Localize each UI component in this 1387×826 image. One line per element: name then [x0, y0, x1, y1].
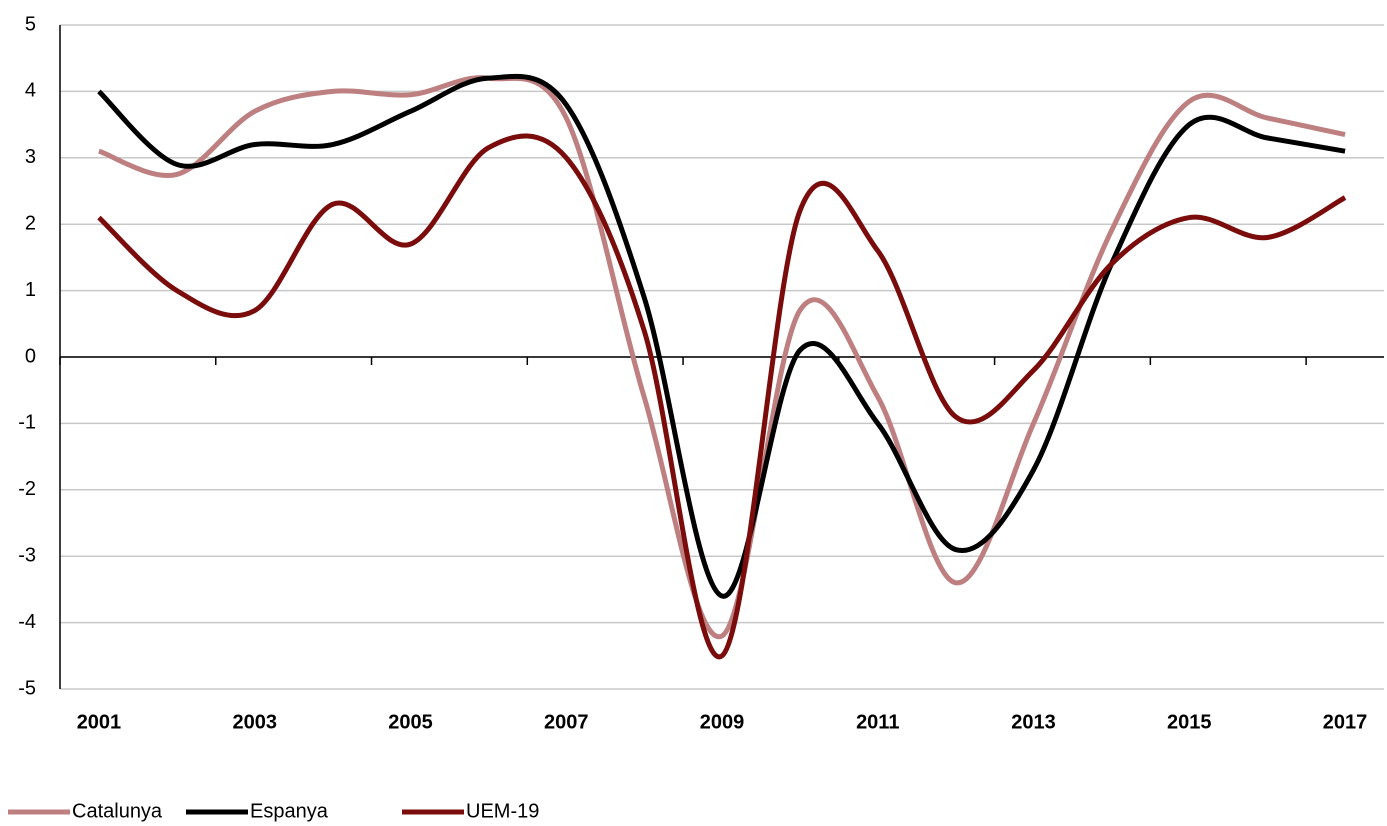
x-tick-label: 2011 — [856, 711, 899, 733]
y-tick-label: -4 — [18, 611, 36, 633]
x-tick-label: 2003 — [232, 711, 277, 733]
x-tick-label: 2007 — [544, 711, 589, 733]
y-tick-label: 2 — [25, 212, 36, 234]
legend-label: Espanya — [250, 800, 329, 822]
y-tick-label: -1 — [18, 412, 36, 434]
x-tick-label: 2001 — [77, 711, 122, 733]
y-tick-label: -2 — [18, 478, 36, 500]
x-tick-label: 2005 — [388, 711, 433, 733]
y-tick-label: 4 — [25, 80, 36, 102]
x-tick-label: 2017 — [1323, 711, 1368, 733]
legend-label: Catalunya — [72, 800, 163, 822]
y-tick-label: 0 — [25, 345, 36, 367]
y-tick-label: 3 — [25, 146, 36, 168]
y-tick-label: 1 — [25, 279, 36, 301]
series-line — [97, 133, 1347, 660]
x-tick-label: 2013 — [1011, 711, 1056, 733]
x-tick-label: 2015 — [1167, 711, 1212, 733]
x-tick-label: 2009 — [700, 711, 745, 733]
y-tick-label: 5 — [25, 13, 36, 35]
y-tick-label: -5 — [18, 677, 36, 699]
y-tick-label: -3 — [18, 544, 36, 566]
series-line — [97, 73, 1346, 599]
legend-label: UEM-19 — [466, 800, 539, 822]
